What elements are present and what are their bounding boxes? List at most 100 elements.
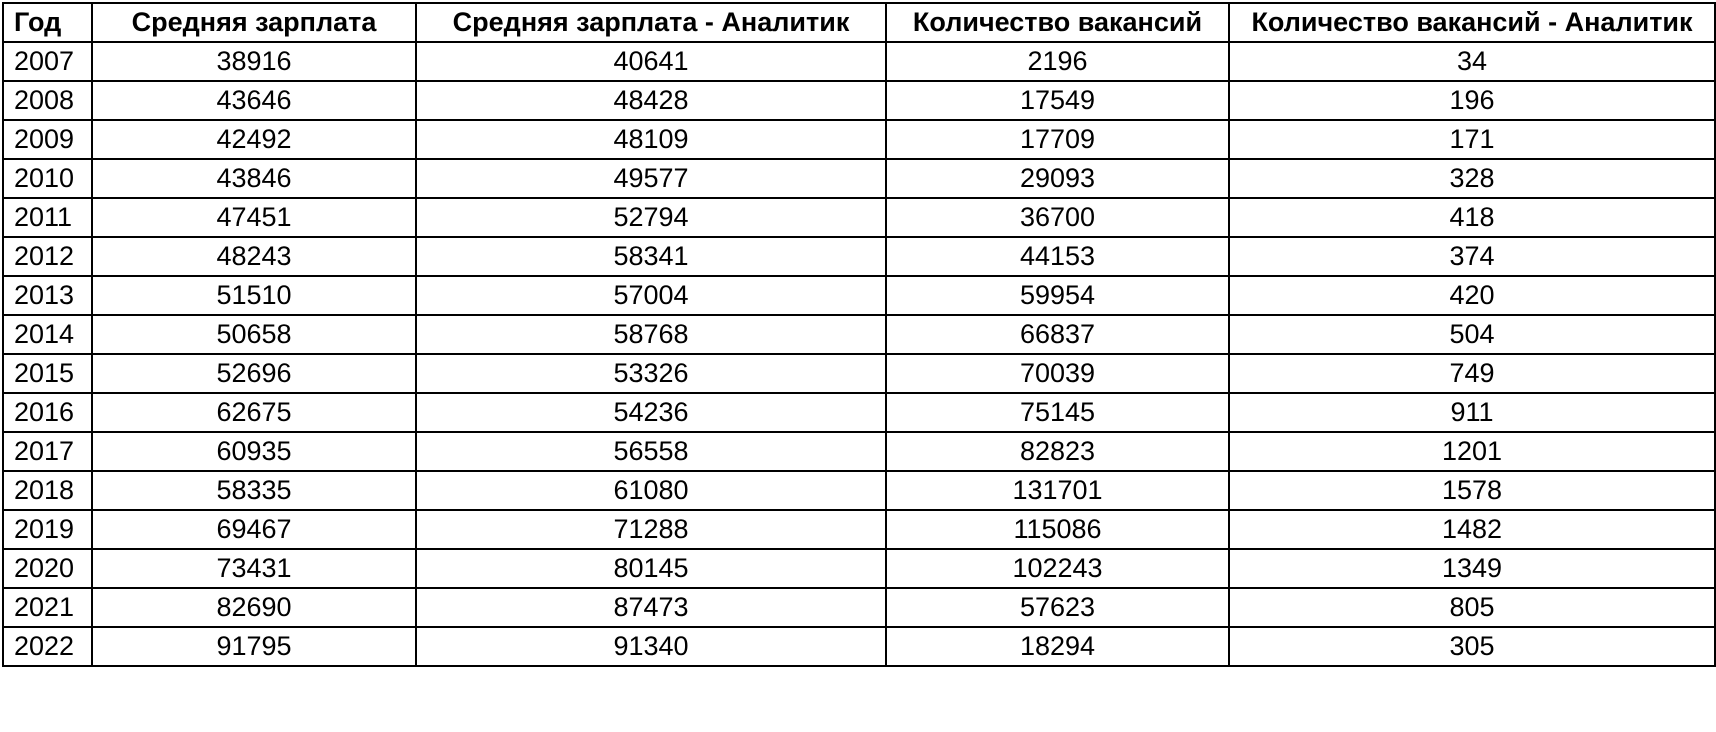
cell-vacancy-count-analyst: 420 <box>1228 275 1716 316</box>
cell-avg-salary: 51510 <box>91 275 417 316</box>
table-row: 2015 52696 53326 70039 749 <box>2 353 1716 394</box>
cell-avg-salary: 47451 <box>91 197 417 238</box>
cell-vacancy-count: 29093 <box>885 158 1230 199</box>
cell-avg-salary: 43646 <box>91 80 417 121</box>
cell-vacancy-count-analyst: 1578 <box>1228 470 1716 511</box>
cell-year: 2014 <box>2 314 93 355</box>
cell-year: 2022 <box>2 626 93 667</box>
cell-year: 2012 <box>2 236 93 277</box>
cell-avg-salary-analyst: 58768 <box>415 314 887 355</box>
cell-avg-salary-analyst: 91340 <box>415 626 887 667</box>
cell-avg-salary-analyst: 87473 <box>415 587 887 628</box>
cell-vacancy-count-analyst: 1201 <box>1228 431 1716 472</box>
header-vacancy-count: Количество вакансий <box>885 2 1230 43</box>
table-row: 2008 43646 48428 17549 196 <box>2 80 1716 121</box>
cell-vacancy-count-analyst: 749 <box>1228 353 1716 394</box>
table-row: 2010 43846 49577 29093 328 <box>2 158 1716 199</box>
cell-vacancy-count: 66837 <box>885 314 1230 355</box>
cell-vacancy-count-analyst: 1349 <box>1228 548 1716 589</box>
cell-vacancy-count-analyst: 504 <box>1228 314 1716 355</box>
cell-vacancy-count-analyst: 328 <box>1228 158 1716 199</box>
table-row: 2019 69467 71288 115086 1482 <box>2 509 1716 550</box>
table-row: 2009 42492 48109 17709 171 <box>2 119 1716 160</box>
cell-avg-salary-analyst: 61080 <box>415 470 887 511</box>
cell-avg-salary: 48243 <box>91 236 417 277</box>
table-header: Год Средняя зарплата Средняя зарплата - … <box>2 2 1716 43</box>
cell-avg-salary-analyst: 71288 <box>415 509 887 550</box>
cell-avg-salary-analyst: 48428 <box>415 80 887 121</box>
cell-year: 2010 <box>2 158 93 199</box>
cell-avg-salary-analyst: 57004 <box>415 275 887 316</box>
header-avg-salary-analyst: Средняя зарплата - Аналитик <box>415 2 887 43</box>
salary-vacancy-table: Год Средняя зарплата Средняя зарплата - … <box>2 2 1716 667</box>
cell-year: 2017 <box>2 431 93 472</box>
cell-year: 2013 <box>2 275 93 316</box>
table-row: 2011 47451 52794 36700 418 <box>2 197 1716 238</box>
cell-year: 2019 <box>2 509 93 550</box>
cell-year: 2020 <box>2 548 93 589</box>
cell-avg-salary-analyst: 58341 <box>415 236 887 277</box>
cell-avg-salary-analyst: 54236 <box>415 392 887 433</box>
cell-vacancy-count: 131701 <box>885 470 1230 511</box>
cell-vacancy-count: 17549 <box>885 80 1230 121</box>
cell-avg-salary-analyst: 49577 <box>415 158 887 199</box>
cell-avg-salary: 38916 <box>91 41 417 82</box>
cell-avg-salary-analyst: 53326 <box>415 353 887 394</box>
cell-vacancy-count: 17709 <box>885 119 1230 160</box>
cell-avg-salary: 62675 <box>91 392 417 433</box>
cell-avg-salary: 82690 <box>91 587 417 628</box>
cell-vacancy-count: 2196 <box>885 41 1230 82</box>
cell-avg-salary-analyst: 56558 <box>415 431 887 472</box>
cell-vacancy-count: 44153 <box>885 236 1230 277</box>
cell-vacancy-count-analyst: 196 <box>1228 80 1716 121</box>
header-year: Год <box>2 2 93 43</box>
cell-avg-salary: 91795 <box>91 626 417 667</box>
cell-vacancy-count-analyst: 418 <box>1228 197 1716 238</box>
cell-vacancy-count: 57623 <box>885 587 1230 628</box>
cell-vacancy-count: 36700 <box>885 197 1230 238</box>
table-row: 2007 38916 40641 2196 34 <box>2 41 1716 82</box>
cell-vacancy-count-analyst: 34 <box>1228 41 1716 82</box>
header-avg-salary: Средняя зарплата <box>91 2 417 43</box>
cell-vacancy-count-analyst: 911 <box>1228 392 1716 433</box>
cell-year: 2009 <box>2 119 93 160</box>
table-row: 2013 51510 57004 59954 420 <box>2 275 1716 316</box>
cell-avg-salary-analyst: 52794 <box>415 197 887 238</box>
cell-vacancy-count-analyst: 1482 <box>1228 509 1716 550</box>
table-body: 2007 38916 40641 2196 34 2008 43646 4842… <box>2 41 1716 667</box>
table-row: 2018 58335 61080 131701 1578 <box>2 470 1716 511</box>
table-row: 2012 48243 58341 44153 374 <box>2 236 1716 277</box>
cell-year: 2015 <box>2 353 93 394</box>
cell-avg-salary: 50658 <box>91 314 417 355</box>
cell-year: 2018 <box>2 470 93 511</box>
cell-year: 2008 <box>2 80 93 121</box>
table-row: 2016 62675 54236 75145 911 <box>2 392 1716 433</box>
header-row: Год Средняя зарплата Средняя зарплата - … <box>2 2 1716 43</box>
cell-avg-salary: 52696 <box>91 353 417 394</box>
cell-vacancy-count-analyst: 171 <box>1228 119 1716 160</box>
cell-vacancy-count: 115086 <box>885 509 1230 550</box>
cell-avg-salary: 42492 <box>91 119 417 160</box>
cell-avg-salary-analyst: 40641 <box>415 41 887 82</box>
table-row: 2014 50658 58768 66837 504 <box>2 314 1716 355</box>
cell-vacancy-count-analyst: 305 <box>1228 626 1716 667</box>
table-row: 2021 82690 87473 57623 805 <box>2 587 1716 628</box>
cell-avg-salary: 58335 <box>91 470 417 511</box>
cell-avg-salary-analyst: 80145 <box>415 548 887 589</box>
cell-avg-salary: 60935 <box>91 431 417 472</box>
cell-vacancy-count: 75145 <box>885 392 1230 433</box>
cell-vacancy-count: 59954 <box>885 275 1230 316</box>
cell-year: 2021 <box>2 587 93 628</box>
cell-vacancy-count-analyst: 805 <box>1228 587 1716 628</box>
table-row: 2022 91795 91340 18294 305 <box>2 626 1716 667</box>
table-row: 2020 73431 80145 102243 1349 <box>2 548 1716 589</box>
cell-vacancy-count: 82823 <box>885 431 1230 472</box>
cell-year: 2016 <box>2 392 93 433</box>
table-row: 2017 60935 56558 82823 1201 <box>2 431 1716 472</box>
header-vacancy-count-analyst: Количество вакансий - Аналитик <box>1228 2 1716 43</box>
cell-vacancy-count: 18294 <box>885 626 1230 667</box>
cell-vacancy-count-analyst: 374 <box>1228 236 1716 277</box>
cell-year: 2007 <box>2 41 93 82</box>
cell-year: 2011 <box>2 197 93 238</box>
cell-avg-salary: 43846 <box>91 158 417 199</box>
